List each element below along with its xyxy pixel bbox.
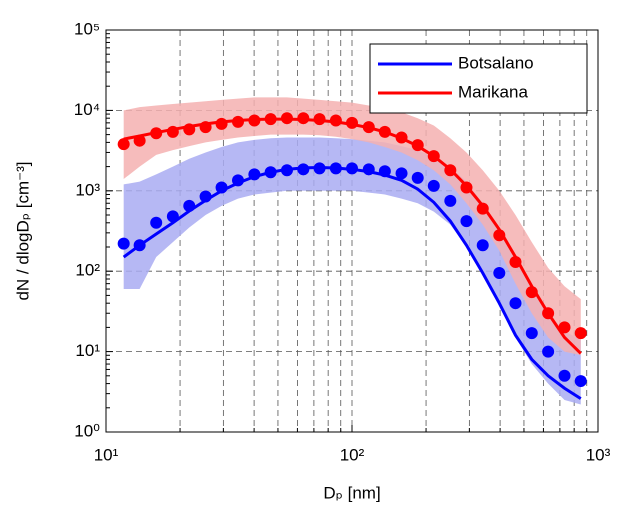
data-point (460, 215, 473, 228)
legend-label: Botsalano (458, 53, 534, 72)
data-point (362, 121, 375, 134)
data-point (493, 266, 506, 279)
data-point (378, 165, 391, 178)
data-point (133, 239, 146, 252)
data-point (574, 327, 587, 340)
data-point (493, 229, 506, 242)
data-point (280, 112, 293, 125)
data-point (280, 164, 293, 177)
y-tick-label: 10¹ (75, 341, 100, 360)
data-point (346, 116, 358, 129)
data-point (329, 114, 342, 127)
data-point (525, 286, 538, 299)
data-point (166, 210, 179, 223)
data-point (476, 202, 489, 215)
data-point (395, 167, 408, 180)
data-point (378, 125, 391, 138)
range-band (123, 137, 581, 405)
data-point (297, 163, 310, 176)
data-point (231, 115, 244, 128)
data-point (558, 369, 571, 382)
legend-label: Marikana (458, 82, 528, 101)
data-point (199, 121, 212, 134)
data-point (574, 375, 587, 388)
data-point (231, 174, 244, 187)
x-tick-label: 10³ (586, 445, 611, 464)
data-point (150, 127, 163, 140)
data-point (525, 327, 538, 340)
data-point (329, 162, 342, 175)
data-point (183, 123, 196, 136)
data-point (444, 164, 457, 177)
data-point (558, 321, 571, 334)
data-point (509, 256, 522, 269)
legend-box (369, 43, 588, 114)
data-point (166, 125, 179, 138)
data-point (476, 239, 489, 252)
y-tick-label: 10² (75, 261, 100, 280)
x-tick-label: 10¹ (94, 445, 119, 464)
data-point (411, 171, 424, 184)
data-point (199, 190, 212, 203)
data-point (460, 181, 473, 194)
data-point (248, 114, 261, 127)
x-tick-label: 10² (340, 445, 365, 464)
data-point (117, 237, 130, 250)
data-point (362, 163, 375, 176)
data-point (395, 131, 408, 144)
data-point (215, 181, 228, 194)
y-tick-label: 10⁵ (74, 19, 100, 38)
data-point (542, 345, 555, 358)
data-point (427, 150, 440, 163)
y-tick-label: 10⁴ (74, 100, 100, 119)
range-band (123, 97, 581, 356)
y-tick-label: 10³ (75, 180, 100, 199)
data-point (150, 216, 163, 229)
x-axis-label: Dₚ [nm] (323, 483, 380, 502)
plot-frame (105, 29, 599, 433)
data-point (133, 134, 146, 147)
data-point (509, 297, 522, 310)
data-point (444, 194, 457, 207)
data-point (411, 139, 424, 152)
data-point (542, 307, 555, 320)
data-point (264, 166, 277, 179)
y-tick-label: 10⁰ (74, 421, 100, 440)
data-point (183, 199, 196, 212)
data-point (248, 168, 261, 181)
data-point (346, 162, 358, 175)
data-point (297, 112, 310, 125)
data-point (117, 138, 130, 151)
data-point (264, 113, 277, 126)
y-axis-label: dN / dlogDₚ [cm⁻³] (13, 161, 32, 300)
data-point (215, 117, 228, 130)
data-point (313, 162, 326, 175)
data-point (427, 179, 440, 192)
data-point (313, 113, 326, 126)
